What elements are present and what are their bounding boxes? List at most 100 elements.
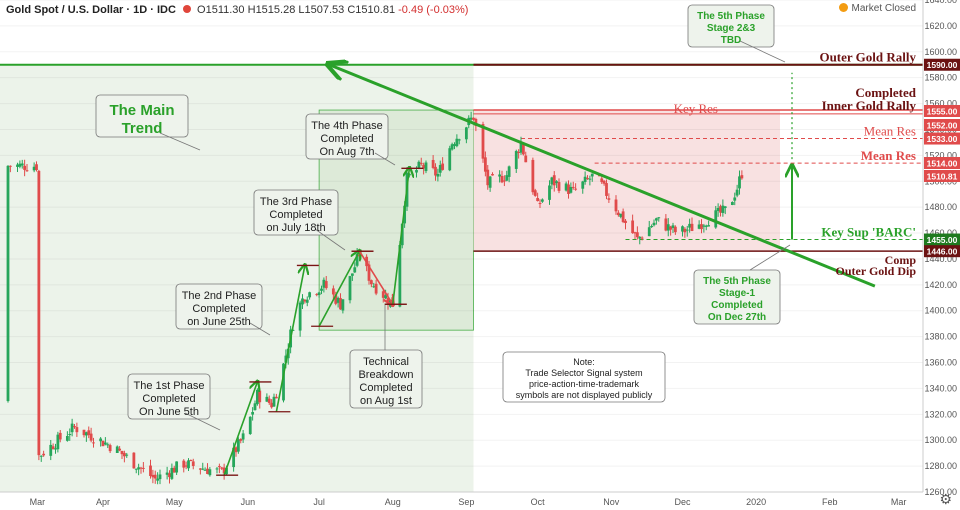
candle-body	[666, 224, 670, 231]
candle-body	[258, 390, 262, 403]
candle-body	[234, 447, 238, 453]
candle-body	[118, 448, 122, 451]
high-value: 1515.28	[255, 4, 296, 16]
candle-body	[168, 473, 171, 478]
phase-2-box	[175, 283, 263, 330]
candle-body	[457, 139, 461, 141]
candle-body	[241, 433, 245, 440]
candle-body	[557, 182, 561, 191]
candle-body	[631, 220, 635, 234]
candle-body	[647, 227, 651, 237]
price-tag-label: 1510.81	[927, 172, 958, 182]
candle-body	[514, 151, 518, 169]
candle-body	[54, 448, 57, 450]
price-tag	[924, 105, 960, 117]
breakdown-line-0: Technical	[363, 356, 409, 368]
outer-dip-label-1: Comp	[885, 253, 917, 267]
candle-body	[206, 468, 209, 475]
key-res-label: Key Res	[674, 101, 718, 116]
candle-body	[73, 426, 76, 428]
main-trend-box	[95, 94, 189, 138]
candle-body	[491, 174, 494, 176]
market-closed-icon	[838, 3, 848, 12]
candle-body	[315, 294, 319, 296]
candle-body	[669, 226, 673, 230]
breakdown-line-1: Breakdown	[358, 369, 413, 381]
candle-body	[122, 452, 126, 457]
candle-body	[453, 144, 456, 146]
candle-body	[251, 412, 255, 415]
phase-5-stage23-box	[687, 4, 775, 48]
candle-body	[151, 474, 155, 478]
candle-body	[738, 176, 741, 189]
candle-body	[6, 165, 10, 402]
candle-body	[455, 138, 459, 147]
phase-arrow-1	[223, 382, 257, 476]
candle-body	[334, 294, 338, 304]
phase-1-line-1: Completed	[142, 393, 195, 405]
candle-body	[203, 469, 207, 471]
x-tick-label: Jun	[241, 497, 256, 507]
candle-body	[600, 178, 604, 183]
candle-body	[103, 442, 107, 445]
y-tick-label: 1300.00	[924, 435, 957, 445]
price-tag	[924, 233, 960, 246]
candle-body	[548, 185, 551, 200]
candle-body	[158, 474, 162, 480]
candle-body	[583, 176, 587, 182]
candle-body	[253, 403, 257, 411]
candle-body	[517, 152, 521, 154]
price-tag-label: 1514.00	[927, 159, 958, 169]
phase-5-stage1-line-3: On Dec 27th	[708, 312, 766, 323]
candle-body	[683, 228, 687, 233]
gear-icon[interactable]: ⚙	[939, 491, 952, 507]
note-line-1: Trade Selector Signal system	[525, 368, 642, 378]
change-value: -0.49 (-0.03%)	[398, 4, 469, 16]
y-tick-label: 1440.00	[924, 254, 957, 264]
candle-body	[374, 283, 378, 294]
candle-body	[438, 165, 442, 173]
candle-body	[498, 174, 502, 177]
main-trend-line-0: The Main	[109, 102, 174, 119]
candle-body	[16, 164, 19, 167]
candle-body	[607, 198, 611, 200]
candle-body	[272, 396, 276, 407]
candle-body	[70, 423, 74, 433]
candle-body	[555, 181, 559, 184]
candle-body	[141, 467, 145, 469]
phase-4-box	[305, 113, 389, 160]
phase-3-box	[253, 189, 339, 236]
candle-body	[635, 232, 639, 238]
price-tag	[924, 157, 960, 169]
candle-body	[120, 450, 124, 455]
candle-body	[367, 264, 371, 281]
candle-body	[723, 206, 727, 209]
market-status: Market Closed	[838, 3, 916, 14]
candle-body	[638, 236, 642, 239]
candle-body	[436, 173, 440, 177]
phase-3-pointer	[314, 228, 346, 251]
x-tick-label: Sep	[458, 497, 474, 507]
candle-body	[208, 469, 212, 476]
candle-body	[671, 225, 675, 228]
candle-body	[424, 162, 428, 172]
outer-dip-label-2: Outer Gold Dip	[836, 264, 917, 278]
candle-body	[664, 218, 668, 231]
candle-body	[481, 124, 485, 159]
breakdown-line-3: on Aug 1st	[360, 395, 412, 407]
inner-rally-label-2: Inner Gold Rally	[822, 98, 917, 113]
market-status-text: Market Closed	[851, 3, 916, 14]
status-dot-icon	[182, 5, 191, 13]
candle-body	[616, 212, 620, 216]
inner-rally-label-1: Completed	[855, 85, 916, 100]
price-tag-label: 1552.00	[927, 121, 958, 131]
candle-body	[108, 445, 112, 452]
candle-body	[650, 226, 654, 228]
price-tag-label: 1590.00	[927, 60, 958, 70]
phase-4-pointer	[374, 152, 396, 166]
candle-body	[18, 163, 22, 167]
